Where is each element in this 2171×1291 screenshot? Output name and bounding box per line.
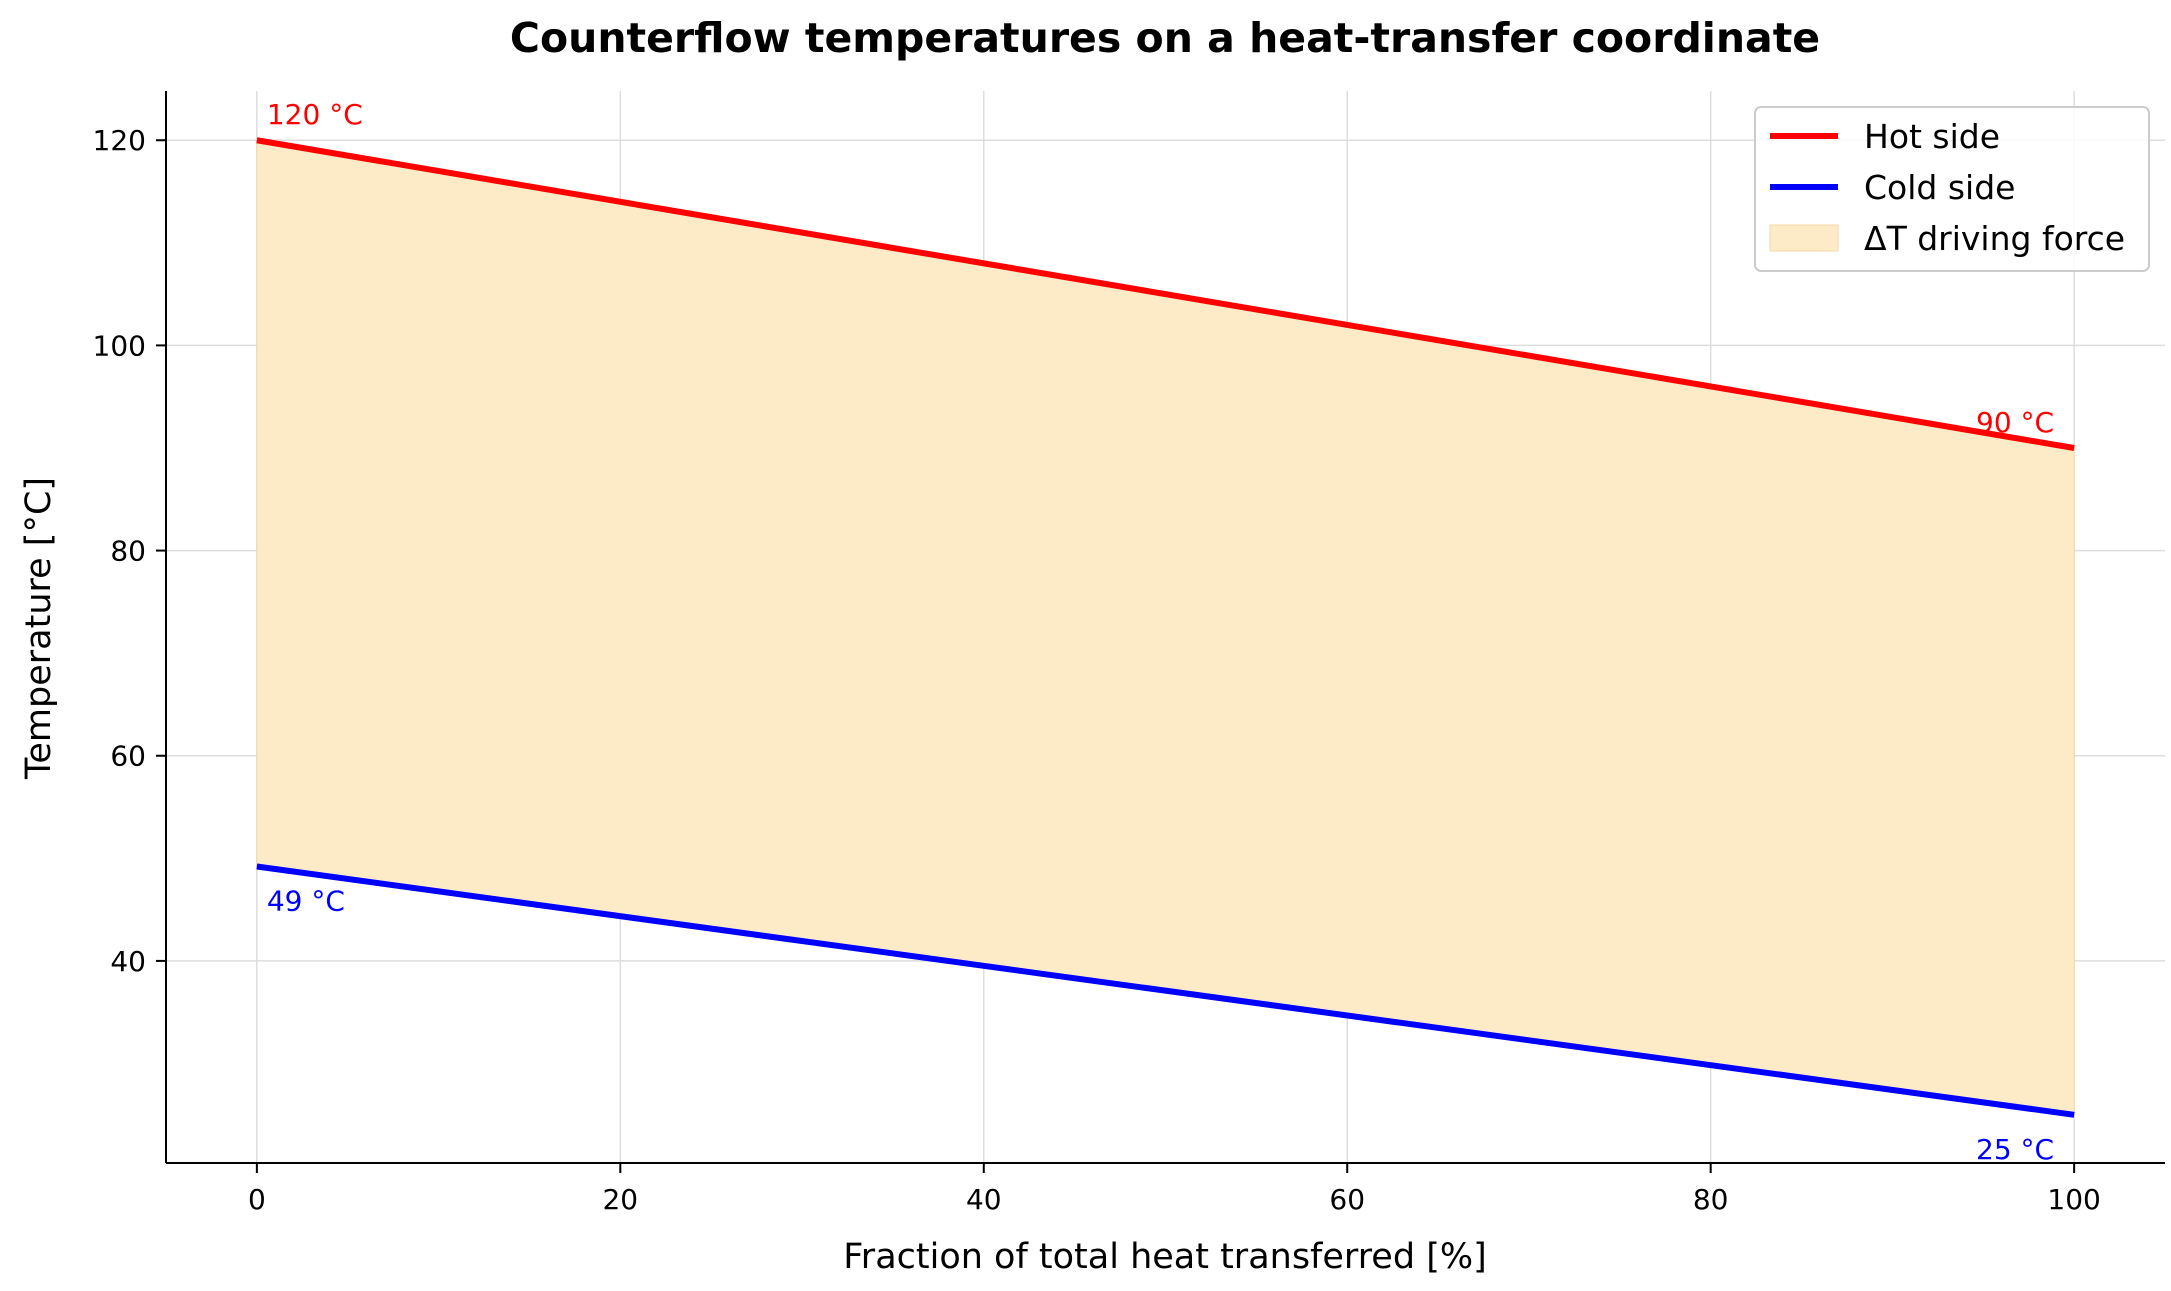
y-tick-label: 120: [93, 124, 146, 157]
x-tick-label: 0: [248, 1183, 266, 1216]
series-line-hot-side: [256, 137, 2075, 451]
annotation-label: 25 °C: [1976, 1133, 2054, 1166]
legend: Hot side Cold side ΔT driving force: [1754, 106, 2150, 272]
legend-frame: [1754, 106, 2150, 272]
y-axis-label: Temperature [°C]: [19, 477, 59, 780]
legend-swatch-delta-t: [1769, 224, 1839, 252]
y-tick-label: 80: [110, 535, 146, 568]
annotations: 120 °C 90 °C 49 °C 25 °C: [267, 98, 2054, 1166]
legend-label-cold-side: Cold side: [1864, 168, 2015, 207]
legend-label-hot-side: Hot side: [1864, 117, 2000, 156]
series-line-cold-side: [256, 863, 2075, 1118]
y-tick-label: 100: [93, 329, 146, 362]
y-ticks: 40 60 80 100 120: [93, 124, 166, 978]
annotation-label: 90 °C: [1976, 406, 2054, 439]
legend-label-delta-t: ΔT driving force: [1864, 219, 2125, 258]
x-axis-label: Fraction of total heat transferred [%]: [843, 1237, 1487, 1277]
x-tick-label: 40: [966, 1183, 1002, 1216]
delta-t-fill: [256, 139, 2075, 1116]
x-tick-label: 100: [2047, 1183, 2100, 1216]
y-tick-label: 40: [110, 945, 146, 978]
chart-title: Counterflow temperatures on a heat-trans…: [510, 14, 1820, 62]
x-tick-label: 20: [602, 1183, 638, 1216]
annotation-label: 120 °C: [267, 98, 363, 131]
x-ticks: 0 20 40 60 80 100: [248, 1163, 2101, 1216]
annotation-label: 49 °C: [267, 885, 345, 918]
x-tick-label: 60: [1329, 1183, 1365, 1216]
y-tick-label: 60: [110, 740, 146, 773]
x-tick-label: 80: [1693, 1183, 1729, 1216]
